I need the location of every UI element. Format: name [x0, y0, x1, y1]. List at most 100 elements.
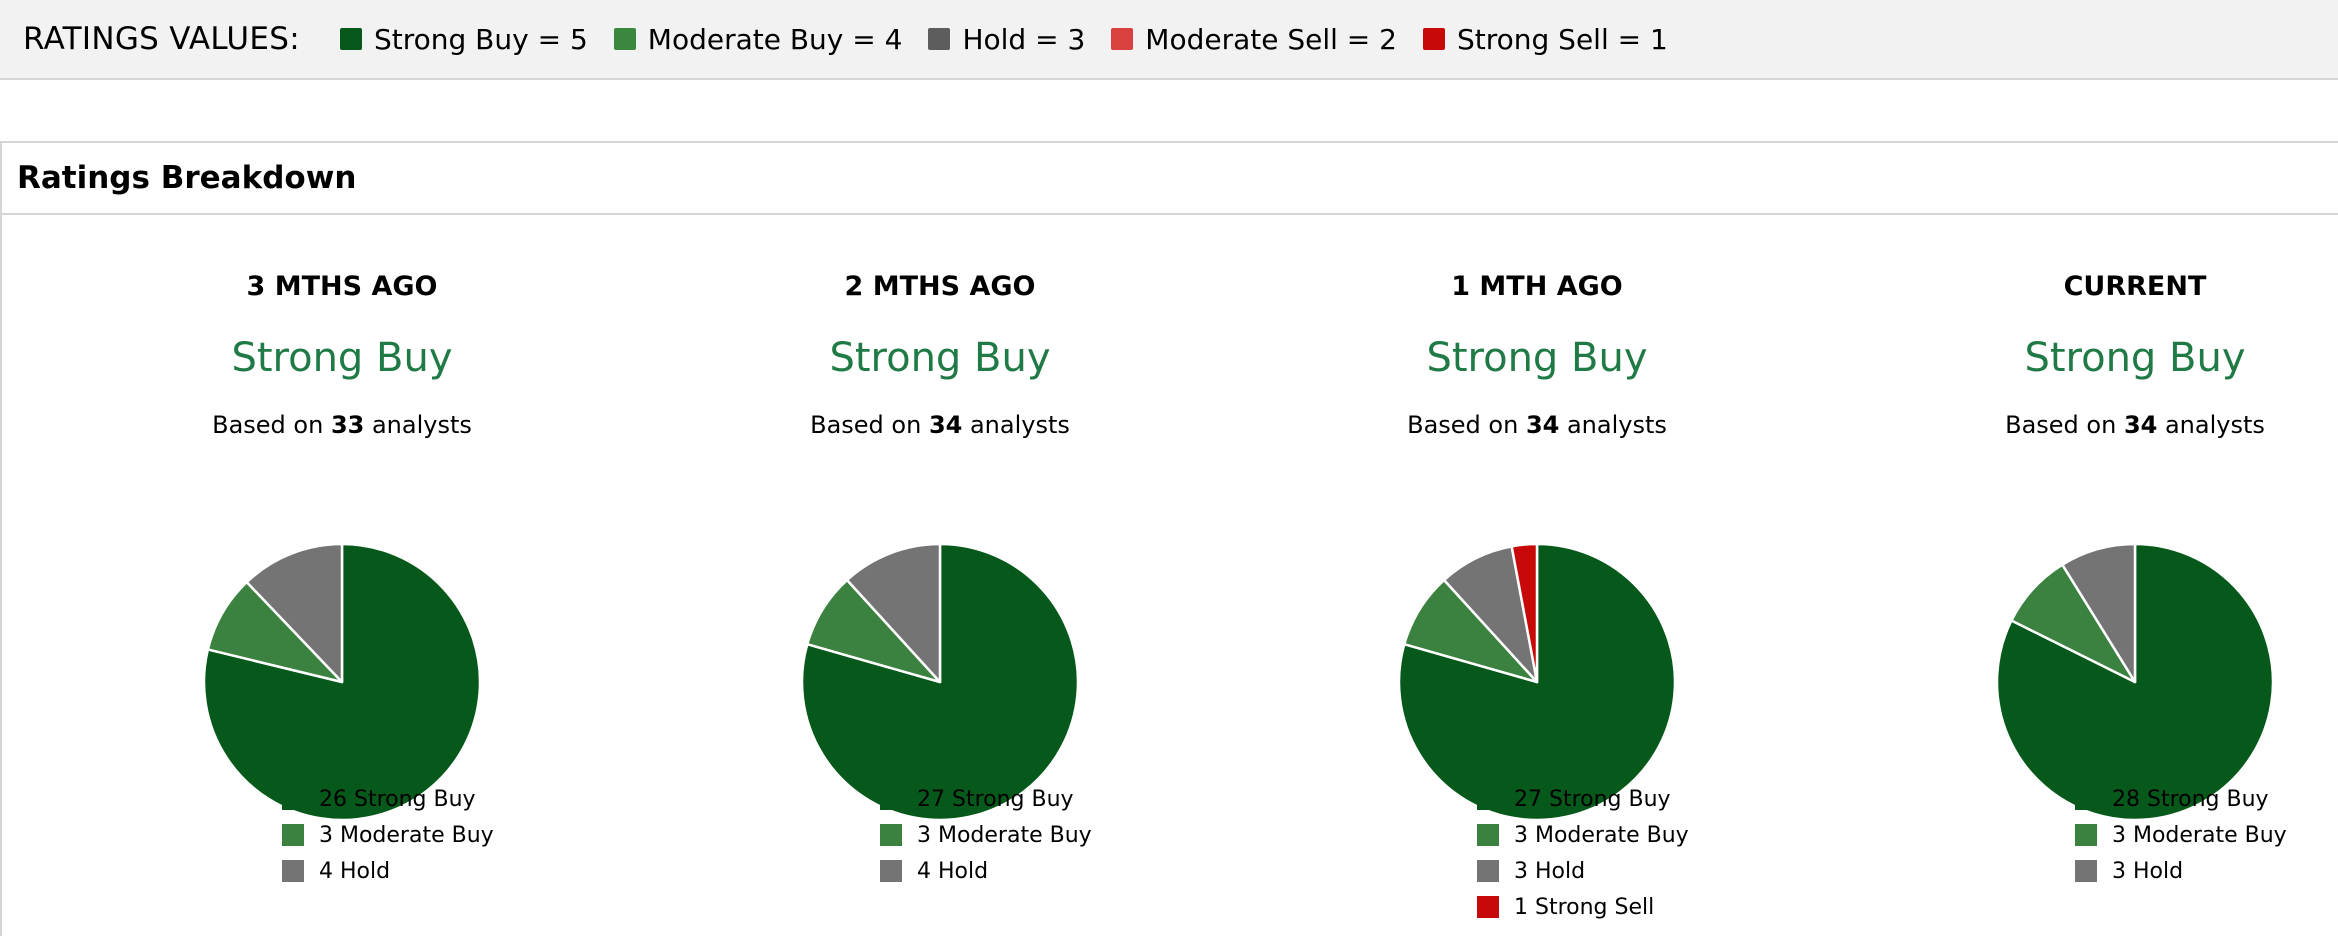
period-legend-item: 1 Strong Sell: [1477, 889, 1689, 925]
period-chart: 2 MTHS AGO Strong Buy Based on 34 analysts…: [640, 215, 1240, 936]
period-chart: 1 MTH AGO Strong Buy Based on 34 analysts 2…: [1237, 215, 1837, 936]
based-on-analysts: Based on 33 analysts: [42, 411, 642, 439]
based-on-suffix: analysts: [1559, 411, 1667, 439]
analyst-count: 33: [330, 411, 365, 439]
period-legend-swatch: [880, 788, 902, 810]
ratings-legend-entry: Moderate Buy = 4: [613, 22, 903, 56]
period-legend-label: 4 Hold: [917, 858, 989, 884]
ratings-pie: [800, 542, 1080, 822]
period-legend-label: 3 Hold: [1514, 858, 1586, 884]
period-legend-label: 27 Strong Buy: [917, 786, 1074, 812]
period-legend-label: 27 Strong Buy: [1514, 786, 1671, 812]
consensus-rating: Strong Buy: [231, 335, 453, 381]
ratings-pie: [1995, 542, 2275, 822]
analyst-count: 34: [928, 411, 963, 439]
based-on-prefix: Based on: [2005, 411, 2124, 439]
consensus-rating: Strong Buy: [829, 335, 1051, 381]
period-legend-item: 3 Moderate Buy: [2075, 817, 2287, 853]
based-on-analysts: Based on 34 analysts: [1237, 411, 1837, 439]
ratings-legend-swatch: [1422, 28, 1445, 50]
pie-slice[interactable]: [1397, 542, 1677, 822]
period-legend-item: 3 Hold: [2075, 853, 2287, 889]
period-legend-item: 4 Hold: [282, 853, 494, 889]
consensus-rating: Strong Buy: [1426, 335, 1648, 381]
period-legend: 27 Strong Buy 3 Moderate Buy 3 Hold 1 Stron…: [1477, 781, 1689, 925]
based-on-prefix: Based on: [810, 411, 929, 439]
based-on-analysts: Based on 34 analysts: [1835, 411, 2338, 439]
pie-slice[interactable]: [845, 542, 942, 684]
period-legend-label: 1 Strong Sell: [1514, 894, 1655, 920]
period-legend-item: 3 Moderate Buy: [880, 817, 1092, 853]
based-on-analysts: Based on 34 analysts: [640, 411, 1240, 439]
period-legend-swatch: [1477, 824, 1499, 846]
ratings-legend-swatch: [928, 28, 951, 50]
period-legend-swatch: [282, 860, 304, 882]
ratings-values-title: RATINGS VALUES:: [23, 21, 300, 57]
period-legend-label: 3 Moderate Buy: [1514, 822, 1689, 848]
period-legend-label: 3 Moderate Buy: [2112, 822, 2287, 848]
period-legend-swatch: [1477, 860, 1499, 882]
ratings-legend-label: Moderate Sell = 2: [1145, 22, 1397, 56]
ratings-legend-label: Hold = 3: [962, 22, 1086, 56]
based-on-suffix: analysts: [364, 411, 472, 439]
ratings-legend-entry: Moderate Sell = 2: [1111, 23, 1397, 56]
period-legend-item: 3 Moderate Buy: [1477, 817, 1689, 853]
based-on-prefix: Based on: [212, 411, 331, 439]
period-legend-swatch: [2075, 860, 2097, 882]
ratings-legend-entry: Strong Sell = 1: [1422, 22, 1668, 56]
based-on-suffix: analysts: [962, 411, 1070, 439]
period-legend-label: 28 Strong Buy: [2112, 786, 2269, 812]
pie-slice[interactable]: [800, 542, 1080, 822]
period-legend-label: 3 Hold: [2112, 858, 2184, 884]
based-on-suffix: analysts: [2157, 411, 2265, 439]
pie-slice[interactable]: [245, 542, 344, 684]
period-heading: CURRENT: [2063, 271, 2207, 302]
period-legend-swatch: [282, 824, 304, 846]
period-legend-item: 3 Hold: [1477, 853, 1689, 889]
period-legend-item: 26 Strong Buy: [282, 781, 494, 817]
period-legend: 28 Strong Buy 3 Moderate Buy 3 Hold: [2075, 781, 2287, 889]
period-legend-item: 27 Strong Buy: [880, 781, 1092, 817]
ratings-pie: [1397, 542, 1677, 822]
ratings-legend-entry: Hold = 3: [928, 23, 1085, 56]
period-legend-item: 3 Moderate Buy: [282, 817, 494, 853]
period-legend-label: 4 Hold: [319, 858, 391, 884]
ratings-values-legend: Strong Buy = 5 Moderate Buy = 4 Hold = 3 Mo…: [339, 22, 1694, 56]
analyst-count: 34: [2123, 411, 2158, 439]
pie-slice[interactable]: [206, 580, 344, 684]
panel-title: Ratings Breakdown: [17, 160, 357, 196]
period-legend-swatch: [2075, 788, 2097, 810]
period-legend-item: 27 Strong Buy: [1477, 781, 1689, 817]
period-legend-label: 3 Moderate Buy: [319, 822, 494, 848]
ratings-pie: [202, 542, 482, 822]
period-heading: 2 MTHS AGO: [844, 271, 1036, 302]
period-legend-swatch: [2075, 824, 2097, 846]
period-legend-item: 28 Strong Buy: [2075, 781, 2287, 817]
period-legend-swatch: [1477, 896, 1499, 918]
period-chart: CURRENT Strong Buy Based on 34 analysts 28 …: [1835, 215, 2338, 936]
ratings-legend-entry: Strong Buy = 5: [339, 22, 588, 56]
based-on-prefix: Based on: [1407, 411, 1526, 439]
analyst-count: 34: [1525, 411, 1560, 439]
ratings-legend-label: Strong Sell = 1: [1456, 22, 1668, 56]
ratings-legend-label: Moderate Buy = 4: [647, 22, 903, 56]
period-heading: 1 MTH AGO: [1451, 271, 1623, 302]
period-legend-label: 3 Moderate Buy: [917, 822, 1092, 848]
period-legend-swatch: [282, 788, 304, 810]
periods-container: 3 MTHS AGO Strong Buy Based on 33 analysts…: [2, 215, 2338, 936]
period-heading: 3 MTHS AGO: [246, 271, 438, 302]
panel-header: Ratings Breakdown: [2, 143, 2338, 215]
period-legend-swatch: [1477, 788, 1499, 810]
ratings-legend-swatch: [1111, 28, 1134, 50]
period-chart: 3 MTHS AGO Strong Buy Based on 33 analysts…: [42, 215, 642, 936]
pie-slice[interactable]: [2061, 542, 2137, 684]
ratings-legend-swatch: [613, 28, 636, 50]
ratings-breakdown-panel: Ratings Breakdown 3 MTHS AGO Strong Buy Ba…: [0, 141, 2338, 936]
period-legend-swatch: [880, 824, 902, 846]
consensus-rating: Strong Buy: [2024, 335, 2246, 381]
ratings-legend-label: Strong Buy = 5: [373, 22, 588, 56]
pie-slice[interactable]: [1510, 542, 1539, 684]
period-legend: 26 Strong Buy 3 Moderate Buy 4 Hold: [282, 781, 494, 889]
period-legend-swatch: [880, 860, 902, 882]
ratings-legend-swatch: [339, 28, 362, 50]
